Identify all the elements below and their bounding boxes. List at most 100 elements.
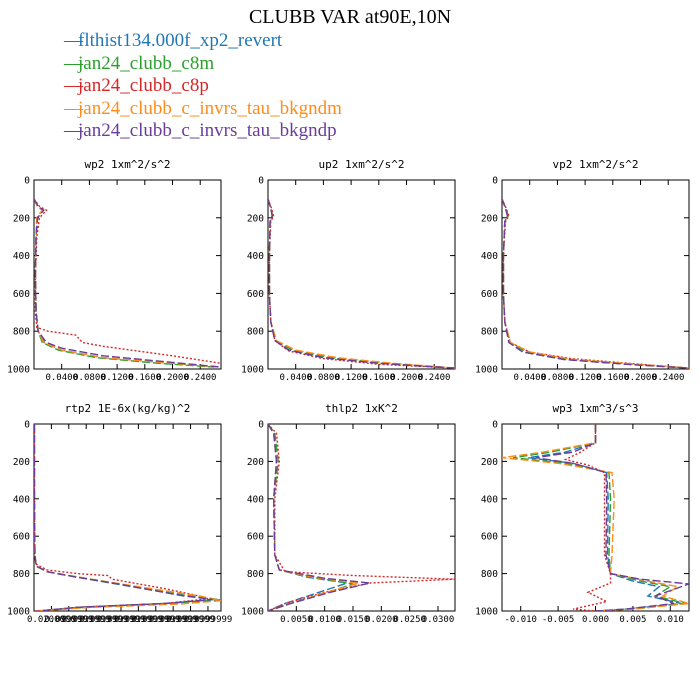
chart-panel: wp3 1xm^3/s^3 0 200 400 600 800 1000 -0.010 -0.0… — [475, 402, 690, 625]
series-line — [34, 198, 221, 368]
y-tick-label: 800 — [13, 569, 30, 580]
y-tick-label: 1000 — [241, 607, 264, 618]
legend-item: —jan24_clubb_c8m — [64, 53, 342, 76]
x-tick-label: 0.000 — [582, 615, 609, 625]
x-tick-label: 0.0150 — [337, 615, 370, 625]
series-group — [268, 198, 455, 369]
y-tick-label: 600 — [481, 532, 498, 543]
legend: —flthist134.000f_xp2_revert —jan24_clubb… — [64, 30, 342, 143]
x-tick-label: 0.0250 — [393, 615, 426, 625]
x-tick-label: 0.1600 — [597, 373, 630, 383]
x-tick-label: 0.0999999 — [166, 615, 215, 625]
y-tick-label: 400 — [481, 251, 498, 262]
series-line — [513, 424, 686, 611]
legend-label: jan24_clubb_c_invrs_tau_bkgndp — [78, 120, 337, 141]
x-tick-label: 0.2400 — [652, 373, 685, 383]
series-line — [502, 198, 689, 369]
x-tick-label: 0.0800 — [541, 373, 574, 383]
x-tick-label: 0.1200 — [335, 373, 368, 383]
y-tick-label: 600 — [481, 289, 498, 300]
x-tick-label: 0.2000 — [390, 373, 423, 383]
series-line — [34, 198, 215, 368]
x-tick-label: 0.0100 — [308, 615, 341, 625]
series-line — [268, 198, 455, 369]
x-tick-label: 0.0999999 — [114, 615, 163, 625]
x-tick-label: -0.010 — [504, 615, 537, 625]
x-tick-label: 0.0400 — [279, 373, 312, 383]
chart-panel: thlp2 1xK^2 0 200 400 600 800 1000 0.00500.0100… — [241, 402, 456, 625]
y-tick-label: 200 — [247, 213, 264, 224]
legend-label: jan24_clubb_c_invrs_tau_bkgndm — [78, 97, 342, 119]
series-line — [34, 424, 217, 611]
y-tick-label: 200 — [481, 213, 498, 224]
y-tick-label: 200 — [247, 457, 264, 468]
x-tick-label: 0.0050 — [280, 615, 313, 625]
y-tick-label: 400 — [247, 251, 264, 262]
x-tick-label: 0.2000 — [624, 373, 657, 383]
x-tick-label: 0.005 — [619, 615, 646, 625]
y-tick-label: 600 — [247, 532, 264, 543]
x-tick-label: 0.0800 — [307, 373, 340, 383]
legend-item: —jan24_clubb_c8p — [64, 75, 342, 98]
chart-title: CLUBB VAR at90E,10N — [248, 6, 452, 28]
y-tick-label: 200 — [13, 457, 30, 468]
series-line — [268, 198, 455, 369]
series-line — [268, 198, 455, 369]
series-line — [268, 424, 354, 611]
chart-panel: rtp2 1E-6x(kg/kg)^2 0 200 400 600 800 10000.02… — [7, 402, 232, 625]
plot-frame — [267, 179, 456, 370]
series-line — [268, 424, 371, 611]
series-group — [34, 424, 221, 611]
y-tick-label: 0 — [24, 420, 30, 431]
series-line — [34, 424, 213, 611]
series-line — [502, 198, 689, 369]
x-tick-label: 0.0999999 — [79, 615, 128, 625]
y-tick-label: 400 — [247, 494, 264, 505]
series-line — [502, 198, 689, 369]
y-tick-label: 400 — [481, 494, 498, 505]
chart-panel: up2 1xm^2/s^2 0 200 400 600 800 1000 0.04000.08… — [241, 158, 456, 383]
x-tick-label: -0.005 — [542, 615, 575, 625]
x-tick-label: 0.0999999 — [131, 615, 180, 625]
plot-frame — [33, 179, 222, 370]
series-group — [34, 198, 221, 368]
series-line — [34, 198, 221, 364]
x-tick-label: 0.0999999 — [149, 615, 198, 625]
chart-panel: vp2 1xm^2/s^2 0 200 400 600 800 1000 0.04000.08… — [475, 158, 690, 383]
series-line — [502, 198, 689, 369]
y-tick-label: 200 — [481, 457, 498, 468]
y-tick-label: 0 — [492, 420, 498, 431]
series-group — [268, 424, 455, 611]
legend-label: flthist134.000f_xp2_revert — [78, 30, 283, 51]
x-tick-label: 0.0400 — [45, 373, 78, 383]
legend-item: —jan24_clubb_c_invrs_tau_bkgndm — [64, 98, 342, 121]
series-line — [528, 424, 682, 611]
x-tick-label: 0.0200 — [365, 615, 398, 625]
series-line — [268, 198, 455, 369]
x-tick-label: 0.2400 — [184, 373, 217, 383]
y-tick-label: 800 — [247, 327, 264, 338]
x-tick-label: 0.0300 — [422, 615, 455, 625]
y-tick-label: 400 — [13, 251, 30, 262]
x-tick-label: 0.2000 — [156, 373, 189, 383]
y-tick-label: 200 — [13, 213, 30, 224]
x-tick-label: 0.1200 — [569, 373, 602, 383]
y-tick-label: 400 — [13, 494, 30, 505]
panel-title: rtp2 1E-6x(kg/kg)^2 — [65, 402, 191, 415]
legend-item: —flthist134.000f_xp2_revert — [64, 30, 342, 53]
series-line — [535, 424, 689, 611]
legend-label: jan24_clubb_c8p — [78, 75, 209, 96]
series-group — [502, 424, 689, 611]
panel-title: vp2 1xm^2/s^2 — [552, 158, 638, 171]
y-tick-label: 800 — [481, 569, 498, 580]
series-line — [268, 198, 455, 369]
y-tick-label: 1000 — [475, 365, 498, 376]
series-line — [34, 424, 209, 611]
series-line — [502, 198, 689, 369]
y-tick-label: 600 — [247, 289, 264, 300]
series-line — [268, 424, 348, 611]
x-tick-label: 0.1200 — [101, 373, 134, 383]
legend-item: —jan24_clubb_c_invrs_tau_bkgndp — [64, 120, 342, 143]
y-tick-label: 1000 — [241, 365, 264, 376]
series-line — [34, 198, 221, 368]
